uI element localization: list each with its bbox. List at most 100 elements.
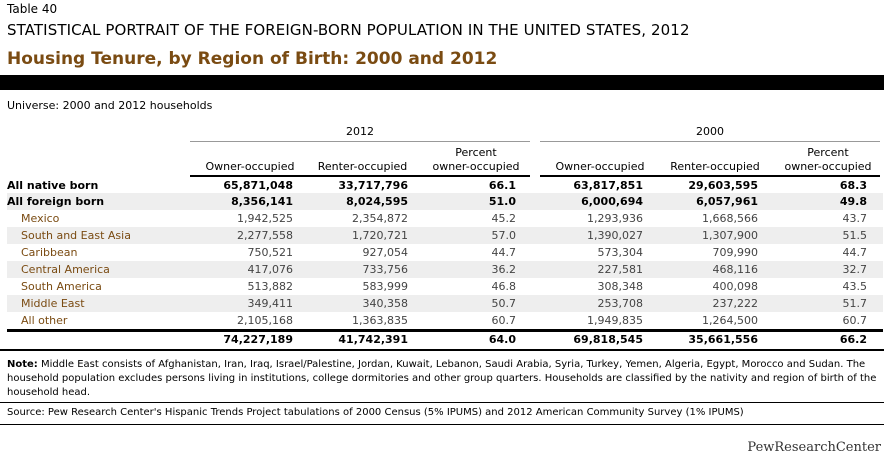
cell-percent-2012: 51.0 (488, 195, 516, 208)
table-row: South America 513,882 583,999 46.8 308,3… (7, 278, 883, 295)
cell-owner-2012: 513,882 (247, 280, 294, 293)
cell-percent-2000: 43.7 (842, 212, 868, 225)
table-subtitle: Housing Tenure, by Region of Birth: 2000… (7, 49, 498, 69)
cell-owner-2012: 1,942,525 (237, 212, 293, 225)
cell-renter-2012: 733,756 (362, 263, 409, 276)
cell-renter-2000: 709,990 (712, 246, 759, 259)
table-row: Central America 417,076 733,756 36.2 227… (7, 261, 883, 278)
table-row: Mexico 1,942,525 2,354,872 45.2 1,293,93… (7, 210, 883, 227)
total-renter-2012: 41,742,391 (338, 333, 408, 346)
cell-renter-2012: 340,358 (362, 297, 409, 310)
total-row: 74,227,189 41,742,391 64.0 69,818,545 35… (7, 331, 883, 348)
cell-percent-2000: 49.8 (839, 195, 867, 208)
table-row: Caribbean 750,521 927,054 44.7 573,304 7… (7, 244, 883, 261)
cell-renter-2000: 29,603,595 (688, 179, 758, 192)
row-label: Central America (21, 263, 110, 276)
pew-logo: PewResearchCenter (747, 440, 881, 455)
cell-owner-2012: 65,871,048 (223, 179, 293, 192)
row-label: All other (21, 314, 68, 327)
cell-percent-2012: 45.2 (491, 212, 517, 225)
cell-renter-2012: 2,354,872 (352, 212, 408, 225)
note-label: Note: (7, 359, 38, 370)
cell-owner-2012: 349,411 (247, 297, 294, 310)
cell-percent-2012: 44.7 (491, 246, 517, 259)
col-header-percent-2000: Percent owner-occupied (772, 146, 884, 174)
total-owner-2012: 74,227,189 (223, 333, 293, 346)
header-rule-2012 (190, 175, 530, 177)
cell-renter-2000: 1,264,500 (702, 314, 758, 327)
col-header-percent-line1: Percent (807, 146, 849, 159)
col-header-percent-line1: Percent (455, 146, 497, 159)
cell-percent-2012: 46.8 (491, 280, 517, 293)
cell-renter-2012: 1,720,721 (352, 229, 408, 242)
cell-percent-2000: 44.7 (842, 246, 868, 259)
cell-owner-2000: 63,817,851 (573, 179, 643, 192)
cell-owner-2000: 6,000,694 (581, 195, 643, 208)
cell-renter-2000: 468,116 (712, 263, 759, 276)
group-header-2012: 2012 (346, 125, 374, 138)
cell-renter-2000: 6,057,961 (696, 195, 758, 208)
total-renter-2000: 35,661,556 (688, 333, 758, 346)
table-row: All other 2,105,168 1,363,835 60.7 1,949… (7, 312, 883, 329)
table-row: All foreign born 8,356,141 8,024,595 51.… (7, 193, 883, 210)
cell-percent-2000: 51.7 (842, 297, 868, 310)
cell-percent-2000: 51.5 (842, 229, 868, 242)
total-percent-2000: 66.2 (839, 333, 867, 346)
cell-percent-2012: 66.1 (488, 179, 516, 192)
table-row: South and East Asia 2,277,558 1,720,721 … (7, 227, 883, 244)
row-label: South and East Asia (21, 229, 131, 242)
col-header-percent-2012: Percent owner-occupied (420, 146, 532, 174)
cell-owner-2000: 227,581 (597, 263, 644, 276)
header-bar (0, 75, 884, 90)
col-header-owner-2012: Owner-occupied (205, 160, 295, 173)
page-title: STATISTICAL PORTRAIT OF THE FOREIGN-BORN… (7, 21, 690, 39)
col-header-renter-2000: Renter-occupied (670, 160, 760, 173)
cell-owner-2012: 2,105,168 (237, 314, 293, 327)
total-owner-2000: 69,818,545 (573, 333, 643, 346)
cell-owner-2000: 308,348 (597, 280, 644, 293)
cell-owner-2012: 750,521 (247, 246, 294, 259)
row-label: Caribbean (21, 246, 78, 259)
header-rule-2000 (540, 175, 880, 177)
cell-owner-2000: 253,708 (597, 297, 644, 310)
table-bottom-rule (0, 349, 884, 351)
table-note: Note: Middle East consists of Afghanista… (7, 358, 877, 400)
group-underline-2000 (540, 141, 880, 142)
cell-percent-2012: 36.2 (491, 263, 517, 276)
cell-percent-2000: 43.5 (842, 280, 868, 293)
table-row: All native born 65,871,048 33,717,796 66… (7, 177, 883, 194)
cell-owner-2000: 1,293,936 (587, 212, 643, 225)
cell-renter-2012: 8,024,595 (346, 195, 408, 208)
cell-owner-2000: 1,949,835 (587, 314, 643, 327)
note-divider (0, 402, 884, 403)
row-label: Middle East (21, 297, 85, 310)
cell-renter-2012: 33,717,796 (338, 179, 408, 192)
note-text: Middle East consists of Afghanistan, Ira… (7, 359, 877, 398)
total-percent-2012: 64.0 (488, 333, 516, 346)
col-header-renter-2012: Renter-occupied (317, 160, 408, 173)
col-header-owner-2000: Owner-occupied (555, 160, 645, 173)
cell-renter-2000: 1,307,900 (702, 229, 758, 242)
cell-percent-2000: 68.3 (839, 179, 867, 192)
cell-owner-2000: 573,304 (597, 246, 644, 259)
cell-renter-2012: 583,999 (362, 280, 409, 293)
row-label: Mexico (21, 212, 60, 225)
table-number: Table 40 (7, 2, 58, 16)
row-label: South America (21, 280, 102, 293)
cell-percent-2012: 50.7 (491, 297, 517, 310)
source-divider (0, 424, 884, 425)
cell-renter-2000: 237,222 (712, 297, 759, 310)
row-label: All native born (7, 179, 99, 192)
cell-renter-2012: 927,054 (362, 246, 409, 259)
col-header-percent-line2: owner-occupied (784, 160, 872, 173)
cell-owner-2000: 1,390,027 (587, 229, 643, 242)
cell-owner-2012: 417,076 (247, 263, 294, 276)
row-label: All foreign born (7, 195, 105, 208)
universe-note: Universe: 2000 and 2012 households (7, 99, 213, 112)
group-underline-2012 (190, 141, 530, 142)
group-header-2000: 2000 (696, 125, 724, 138)
cell-renter-2012: 1,363,835 (352, 314, 408, 327)
cell-percent-2000: 32.7 (842, 263, 868, 276)
table-row: Middle East 349,411 340,358 50.7 253,708… (7, 295, 883, 312)
cell-percent-2012: 60.7 (491, 314, 517, 327)
